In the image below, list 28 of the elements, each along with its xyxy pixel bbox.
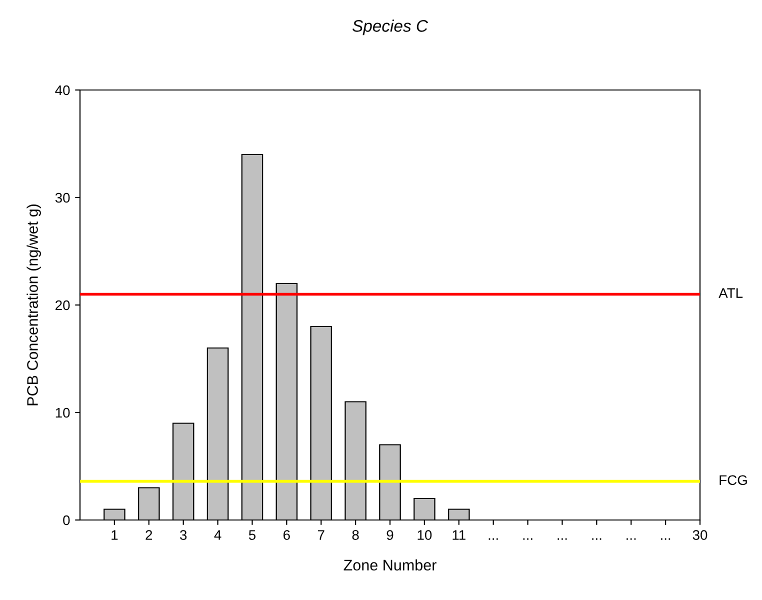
x-tick-label: ... — [626, 538, 636, 540]
x-tick-label: 30 — [692, 530, 708, 540]
x-tick-label: 5 — [248, 530, 256, 540]
ref-line-label: FCG — [720, 475, 747, 486]
x-tick-label: ... — [661, 538, 670, 540]
x-axis-title: Zone Number — [344, 559, 436, 571]
x-tick-label: ... — [488, 538, 498, 540]
x-tick-label: 8 — [352, 530, 359, 540]
ref-line-label: ATL — [718, 288, 743, 298]
y-tick-label: 0 — [63, 515, 70, 526]
y-tick-label: 20 — [56, 300, 70, 310]
x-tick-label: 4 — [214, 530, 222, 540]
chart-title: Species C — [352, 20, 428, 36]
y-tick-label: 30 — [55, 192, 70, 203]
y-tick-label: 40 — [55, 85, 70, 96]
x-tick-label: ... — [592, 538, 602, 540]
y-axis-title: PCB Concentration (ng/wet g) — [26, 204, 41, 406]
x-tick-label: ... — [523, 538, 532, 540]
x-tick-label: 9 — [386, 530, 394, 540]
x-tick-label: 11 — [452, 530, 466, 540]
x-tick-label: 7 — [318, 530, 324, 540]
x-tick-label: 3 — [180, 530, 187, 540]
x-tick-label: 2 — [146, 530, 152, 540]
x-tick-label: 6 — [284, 530, 290, 540]
x-tick-label: ... — [558, 538, 567, 540]
y-tick-label: 10 — [56, 408, 70, 418]
x-tick-label: 1 — [112, 530, 118, 540]
x-tick-label: 10 — [418, 530, 432, 540]
